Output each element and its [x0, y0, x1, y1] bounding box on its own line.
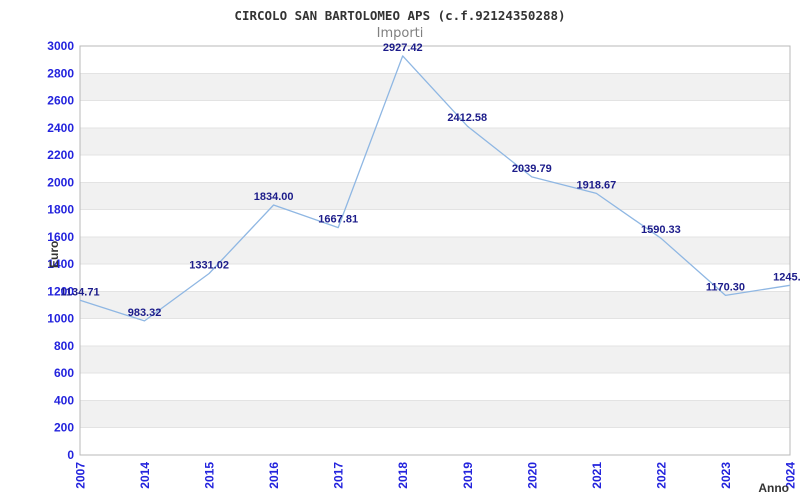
data-point-label: 2412.58: [447, 112, 487, 124]
y-axis-title: Euro: [47, 241, 61, 268]
x-axis-title: Anno: [758, 481, 789, 495]
y-tick-label: 1200: [47, 284, 74, 298]
data-point-label: 1170.30: [706, 281, 745, 293]
grid-band: [80, 427, 790, 455]
y-tick-label: 1000: [47, 312, 74, 326]
x-tick-label: 2018: [396, 462, 410, 489]
y-tick-label: 400: [54, 393, 74, 407]
x-tick-label: 2023: [719, 462, 733, 489]
data-point-label: 2039.79: [512, 163, 552, 175]
x-tick-label: 2024: [784, 462, 798, 489]
grid-band: [80, 373, 790, 401]
data-point-label: 1245.0: [773, 271, 800, 283]
data-point-label: 983.32: [128, 307, 162, 319]
grid-band: [80, 46, 790, 74]
grid-band: [80, 400, 790, 428]
y-tick-label: 2000: [47, 175, 74, 189]
data-point-label: 1667.81: [318, 214, 358, 226]
grid-band: [80, 73, 790, 101]
grid-band: [80, 155, 790, 183]
data-line: [79, 55, 791, 322]
x-tick-label: 2016: [267, 462, 281, 489]
grid-band: [80, 264, 790, 292]
y-tick-label: 3000: [47, 39, 74, 53]
grid-band: [80, 127, 790, 156]
y-tick-label: 200: [54, 421, 74, 435]
y-tick-label: 1800: [47, 203, 74, 217]
y-tick-label: 2400: [47, 121, 74, 135]
y-tick-label: 2800: [47, 66, 74, 80]
x-tick-label: 2021: [590, 462, 604, 489]
y-tick-label: 2600: [47, 94, 74, 108]
x-tick-label: 2015: [203, 462, 217, 489]
x-tick-label: 2017: [332, 462, 346, 489]
x-tick-label: 2019: [461, 462, 475, 489]
grid-band: [80, 345, 790, 374]
grid-band: [80, 100, 790, 128]
x-tick-label: 2022: [654, 462, 668, 489]
grid-band: [80, 291, 790, 319]
y-tick-label: 1400: [47, 257, 74, 271]
y-tick-label: 800: [54, 339, 74, 353]
y-tick-label: 600: [54, 366, 74, 380]
grid-band: [80, 236, 790, 265]
x-tick-label: 2007: [74, 462, 88, 489]
data-point-label: 1918.67: [576, 179, 616, 191]
data-point-label: 2927.42: [383, 42, 423, 54]
x-tick-label: 2020: [525, 462, 539, 489]
data-point-label: 1590.33: [641, 224, 681, 236]
y-tick-label: 0: [67, 448, 74, 462]
y-tick-label: 1600: [47, 230, 74, 244]
data-point-label: 1134.71: [60, 286, 99, 298]
chart-subtitle: Importi: [376, 26, 424, 41]
grid-band: [80, 182, 790, 210]
plot-border: [79, 45, 791, 456]
chart-title: CIRCOLO SAN BARTOLOMEO APS (c.f.92124350…: [234, 8, 566, 23]
y-tick-label: 2200: [47, 148, 74, 162]
grid-band: [80, 318, 790, 346]
x-tick-label: 2014: [138, 462, 152, 489]
data-point-label: 1331.02: [189, 260, 229, 272]
grid-band: [80, 209, 790, 237]
data-point-label: 1834.00: [254, 191, 294, 203]
